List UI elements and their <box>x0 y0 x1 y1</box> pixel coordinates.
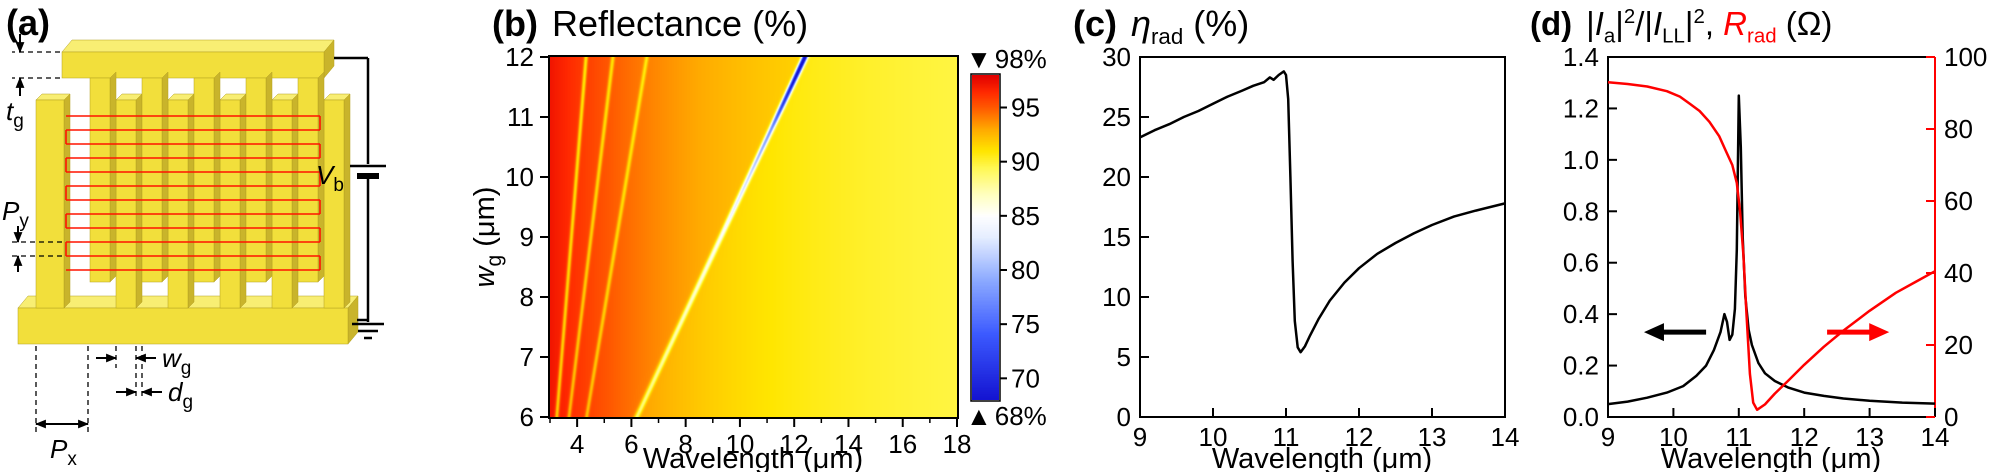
panel-c: (c) ηrad (%) Wavelength (μm) 9 10 11 12 13 14 0… <box>1065 0 1520 472</box>
dimension-annotations: tg Py wg dg <box>2 34 193 470</box>
series-current_ratio <box>1607 94 1936 406</box>
panel-d: (d) |Ia|2/|ILL|2, Rrad (Ω) Wavelength (μm… <box>1520 0 1997 472</box>
x-tick-label: 10 <box>725 429 754 459</box>
panel-c-plot: Wavelength (μm) 9 10 11 12 13 14 0 5 10 15 20 25 30 <box>1102 42 1520 472</box>
y-tick-label: 5 <box>1117 342 1131 372</box>
y-tick-label: 0.0 <box>1563 402 1599 432</box>
colorbar-tick-label: 70 <box>1011 363 1040 393</box>
series-R_rad <box>1607 80 1936 412</box>
panel-b: (b) Reflectance (%) Wavelength (μm) wg (μ… <box>400 0 1065 472</box>
panel-c-xaxis-title: Wavelength (μm) <box>1212 443 1432 472</box>
colorbar-min-marker: ▲ 68% <box>966 401 1047 431</box>
y-tick-label: 20 <box>1102 162 1131 192</box>
label-tg: tg <box>6 96 24 132</box>
y-tick-label: 1.0 <box>1563 145 1599 175</box>
x-tick-label: 10 <box>1199 422 1228 452</box>
y-tick-label: 6 <box>520 402 534 432</box>
x-tick-label: 14 <box>1921 422 1950 452</box>
colorbar-tick-label: 75 <box>1011 309 1040 339</box>
y-tick-label: 25 <box>1102 102 1131 132</box>
panel-b-tag: (b) <box>492 3 538 44</box>
panel-a-tag: (a) <box>6 2 50 43</box>
y-tick-label: 10 <box>505 162 534 192</box>
label-Px: Px <box>50 434 77 470</box>
y-tick-label: 8 <box>520 282 534 312</box>
panel-c-title: (c) ηrad (%) <box>1073 3 1250 50</box>
right-tick-label: 0 <box>1944 402 1958 432</box>
colorbar-border <box>970 73 1001 402</box>
panel-c-tag: (c) <box>1073 3 1117 44</box>
x-tick-label: 12 <box>780 429 809 459</box>
plot-frame <box>1607 56 1935 418</box>
right-tick-label: 40 <box>1944 258 1973 288</box>
y-tick-label: 0.6 <box>1563 248 1599 278</box>
right-tick-label: 60 <box>1944 186 1973 216</box>
panel-b-yaxis-title: wg (μm) <box>469 187 506 288</box>
x-tick-label: 8 <box>678 429 692 459</box>
panel-b-title: (b) Reflectance (%) <box>492 5 808 43</box>
series-eta_rad <box>1139 70 1506 354</box>
x-tick-label: 6 <box>624 429 638 459</box>
x-tick-label: 18 <box>943 429 972 459</box>
colorbar-tick-label: 90 <box>1011 147 1040 177</box>
gold-electrode-structure <box>17 39 359 345</box>
colorbar-tick-label: 80 <box>1011 255 1040 285</box>
label-Py: Py <box>2 196 29 232</box>
colorbar-max-marker: ▼ 98% <box>966 44 1047 74</box>
red-wire-mesh <box>65 115 321 271</box>
bias-circuit: Vb <box>316 56 386 340</box>
x-tick-label: 16 <box>888 429 917 459</box>
x-tick-label: 11 <box>1273 422 1300 452</box>
x-tick-label: 14 <box>834 429 863 459</box>
panel-a: (a) <box>0 0 400 472</box>
y-tick-label: 11 <box>507 102 534 132</box>
panel-d-title: (d) |Ia|2/|ILL|2, Rrad (Ω) <box>1530 5 1833 48</box>
colorbar-tick-label: 85 <box>1011 201 1040 231</box>
y-tick-label: 0.8 <box>1563 196 1599 226</box>
y-tick-label: 15 <box>1102 222 1131 252</box>
panel-b-xaxis-title: Wavelength (μm) <box>643 443 863 472</box>
x-tick-label: 14 <box>1491 422 1520 452</box>
y-tick-label: 7 <box>520 342 534 372</box>
right-tick-label: 100 <box>1944 42 1987 72</box>
x-tick-label: 10 <box>1659 422 1688 452</box>
panel-d-tag: (d) <box>1530 5 1573 42</box>
y-tick-label: 10 <box>1102 282 1131 312</box>
panel-b-axes: Wavelength (μm) wg (μm) ▼ 98% ▲ 68% 4 6 8 10 1… <box>469 42 1047 472</box>
y-tick-label: 1.2 <box>1563 93 1599 123</box>
x-tick-label: 9 <box>1601 422 1615 452</box>
right-tick-label: 80 <box>1944 114 1973 144</box>
y-tick-label: 30 <box>1102 42 1131 72</box>
y-tick-label: 12 <box>505 42 534 72</box>
label-Vb: Vb <box>316 160 344 196</box>
panel-b-title-text: Reflectance (%) <box>551 3 809 44</box>
plot-frame <box>1139 56 1506 418</box>
panel-d-plot: Wavelength (μm) 9 10 11 12 13 14 0.0 0.2 0.4 0.6 0… <box>1563 42 1988 472</box>
reflectance-heatmap <box>550 57 957 417</box>
y-tick-label: 0.4 <box>1563 299 1599 329</box>
axis-indicator-arrowhead <box>1643 323 1664 342</box>
plot-frame <box>548 55 959 419</box>
x-tick-label: 12 <box>1790 422 1819 452</box>
colorbar <box>972 75 999 400</box>
x-tick-label: 4 <box>570 429 584 459</box>
y-tick-label: 1.4 <box>1563 42 1599 72</box>
x-tick-label: 12 <box>1345 422 1374 452</box>
x-tick-label: 13 <box>1418 422 1447 452</box>
axis-indicator-arrowhead <box>1869 323 1890 342</box>
y-tick-label: 0.2 <box>1563 351 1599 381</box>
label-dg: dg <box>168 377 193 413</box>
label-wg: wg <box>162 343 191 379</box>
right-tick-label: 20 <box>1944 330 1973 360</box>
x-tick-label: 13 <box>1855 422 1884 452</box>
panel-d-xaxis-title: Wavelength (μm) <box>1661 443 1881 472</box>
x-tick-label: 9 <box>1133 422 1147 452</box>
y-tick-label: 0 <box>1117 402 1131 432</box>
x-tick-label: 11 <box>1725 422 1752 452</box>
y-tick-label: 9 <box>520 222 534 252</box>
panel-a-schematic: tg Py wg dg <box>2 34 386 470</box>
colorbar-tick-label: 95 <box>1011 93 1040 123</box>
